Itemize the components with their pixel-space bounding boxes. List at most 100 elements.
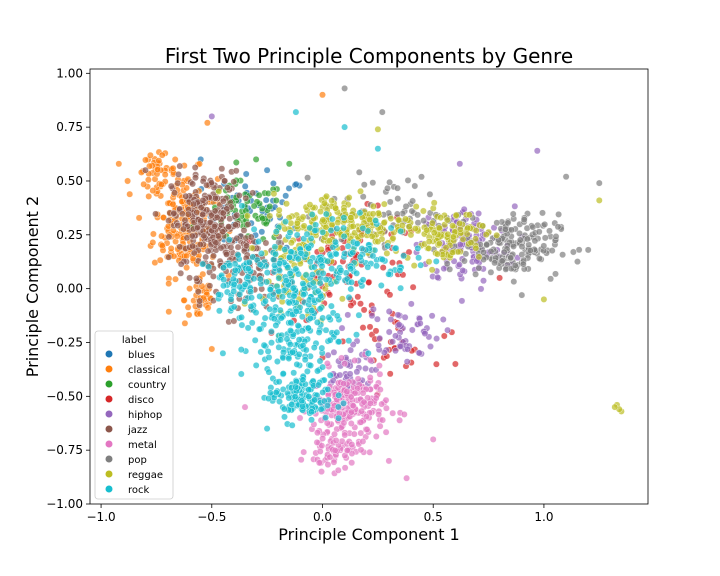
data-point-rock — [317, 256, 325, 264]
y-tick-label: 0.00 — [56, 282, 83, 296]
legend-items: blues classical country disco hiphop jazz meta… — [105, 350, 170, 496]
data-point-reggae — [389, 234, 397, 242]
data-point-rock — [270, 315, 278, 323]
data-point-pop — [341, 85, 348, 92]
data-point-pop — [355, 168, 363, 176]
data-point-classical — [169, 200, 177, 208]
data-point-metal — [340, 419, 348, 427]
data-point-reggae — [275, 206, 283, 214]
data-point-hiphop — [385, 308, 393, 315]
data-point-metal — [366, 374, 374, 381]
data-point-rock — [234, 251, 242, 259]
data-point-country — [266, 203, 274, 210]
data-point-rock — [397, 284, 404, 292]
data-point-metal — [363, 413, 370, 420]
data-point-reggae — [283, 200, 290, 208]
data-point-pop — [487, 268, 495, 276]
data-point-reggae — [323, 192, 330, 200]
data-point-rock — [263, 425, 271, 432]
data-point-rock — [275, 378, 283, 386]
data-point-reggae — [383, 249, 391, 257]
data-point-pop — [386, 178, 393, 186]
data-point-rock — [319, 314, 327, 322]
data-point-classical — [145, 192, 153, 200]
data-point-rock — [319, 363, 326, 371]
data-point-rock — [282, 277, 290, 285]
data-point-classical — [140, 180, 148, 188]
data-point-classical — [154, 166, 162, 173]
data-point-rock — [305, 244, 312, 252]
data-point-rock — [311, 227, 319, 234]
data-point-reggae — [357, 187, 364, 195]
data-point-disco — [366, 323, 374, 331]
data-point-hiphop — [407, 300, 415, 308]
data-point-rock — [292, 108, 300, 116]
data-point-classical — [149, 187, 157, 195]
data-point-pop — [491, 259, 498, 267]
data-point-rock — [325, 313, 333, 321]
data-point-jazz — [167, 182, 175, 190]
data-point-reggae — [472, 244, 480, 252]
data-point-rock — [328, 265, 336, 272]
data-point-metal — [347, 420, 355, 427]
data-point-hiphop — [330, 348, 338, 356]
data-point-rock — [287, 319, 295, 326]
data-point-rock — [277, 314, 285, 322]
data-point-jazz — [197, 204, 205, 212]
data-point-reggae — [479, 222, 487, 230]
data-point-reggae — [374, 125, 382, 133]
data-point-rock — [355, 311, 363, 319]
data-point-reggae — [407, 231, 415, 239]
data-point-metal — [376, 370, 384, 378]
data-point-rock — [373, 262, 380, 270]
data-point-reggae — [380, 200, 388, 208]
data-point-jazz — [152, 210, 160, 218]
data-point-rock — [308, 211, 316, 218]
data-point-metal — [334, 466, 342, 474]
data-point-rock — [301, 356, 309, 364]
data-point-rock — [341, 123, 348, 131]
data-point-pop — [535, 228, 543, 236]
data-point-reggae — [317, 208, 324, 215]
data-point-jazz — [179, 225, 187, 233]
data-point-rock — [294, 322, 302, 329]
data-point-jazz — [188, 232, 196, 240]
data-point-rock — [272, 228, 280, 236]
data-point-rock — [335, 414, 342, 422]
data-point-rock — [237, 370, 245, 378]
legend-title: label — [122, 335, 146, 346]
data-point-rock — [266, 305, 274, 313]
data-point-rock — [248, 294, 255, 302]
data-point-rock — [319, 269, 327, 277]
data-point-rock — [348, 278, 355, 286]
data-point-pop — [511, 262, 519, 269]
data-point-pop — [460, 257, 468, 265]
data-point-pop — [510, 278, 518, 285]
data-point-jazz — [175, 170, 182, 178]
data-point-reggae — [402, 215, 409, 223]
data-point-jazz — [219, 228, 227, 236]
data-point-rock — [333, 312, 341, 320]
data-point-metal — [300, 448, 308, 456]
data-point-disco — [372, 327, 380, 335]
data-point-jazz — [206, 282, 214, 290]
data-point-metal — [363, 426, 371, 433]
data-point-reggae — [425, 238, 433, 245]
data-point-classical — [115, 160, 123, 168]
data-point-metal — [360, 398, 368, 406]
data-point-hiphop — [324, 351, 332, 359]
data-point-jazz — [189, 180, 197, 188]
data-point-pop — [523, 235, 531, 243]
data-point-rock — [369, 252, 377, 260]
x-tick-label: −1.0 — [87, 510, 116, 524]
data-point-rock — [385, 270, 393, 278]
legend-marker-rock — [105, 485, 113, 493]
data-point-metal — [349, 402, 357, 410]
data-point-rock — [247, 288, 255, 296]
data-point-jazz — [213, 213, 221, 221]
data-point-blues — [285, 184, 293, 192]
data-point-disco — [432, 360, 440, 368]
data-point-rock — [359, 224, 367, 232]
data-point-reggae — [444, 230, 452, 238]
